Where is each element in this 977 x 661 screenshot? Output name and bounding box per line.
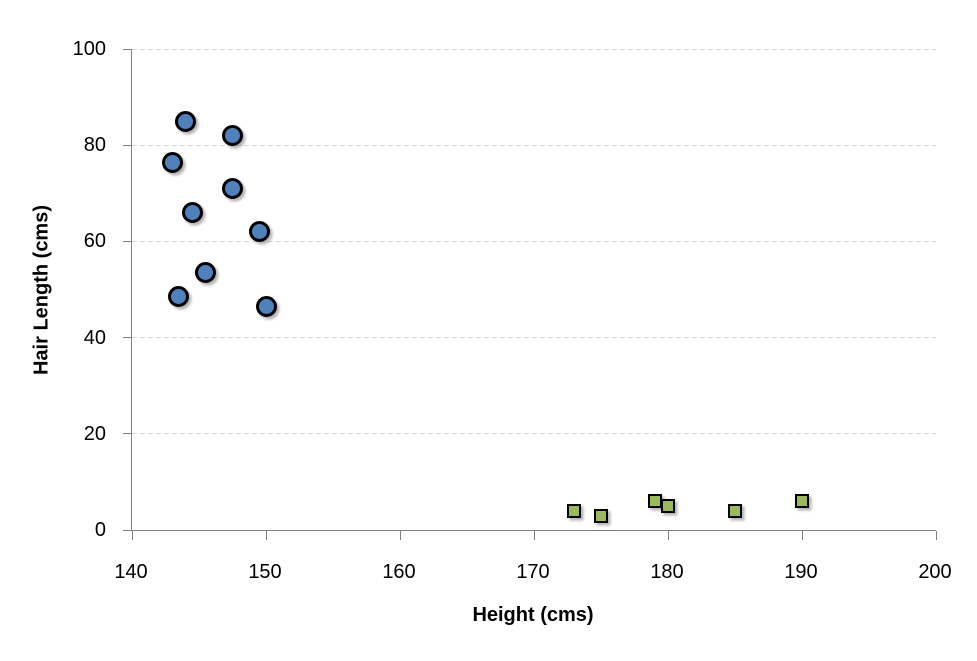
data-point-circle [195, 262, 217, 284]
data-point-square [795, 494, 809, 509]
y-tick-label: 80 [83, 134, 106, 157]
x-tick-mark [265, 531, 267, 540]
x-tick-mark [935, 531, 937, 540]
data-point-circle [255, 295, 277, 317]
y-tick-mark [123, 337, 132, 339]
x-tick-label: 140 [114, 561, 148, 583]
data-point-circle [181, 202, 203, 224]
data-point-square [594, 508, 608, 523]
y-tick-mark [123, 48, 132, 50]
x-tick-label: 180 [650, 561, 684, 583]
data-point-circle [222, 177, 243, 199]
x-tick-mark [533, 531, 535, 540]
y-tick-label: 0 [94, 519, 106, 541]
data-point-circle [175, 110, 197, 132]
data-point-circle [161, 151, 183, 173]
plot-area [123, 48, 937, 540]
y-tick-label: 60 [83, 230, 106, 253]
gridline-y-60 [132, 240, 936, 242]
data-point-circle [222, 125, 243, 147]
x-tick-mark [399, 531, 401, 540]
y-tick-mark [123, 144, 132, 146]
x-tick-mark [801, 531, 803, 540]
y-tick-label: 100 [72, 38, 106, 60]
y-tick-label: 40 [83, 326, 106, 349]
y-tick-mark [123, 529, 132, 531]
data-point-square [728, 503, 742, 518]
x-tick-label: 200 [918, 561, 952, 583]
data-point-square [661, 498, 675, 513]
y-tick-label: 20 [83, 422, 106, 445]
y-tick-mark [123, 240, 132, 242]
gridline-y-80 [132, 144, 936, 146]
x-tick-label: 150 [248, 561, 282, 583]
x-tick-label: 190 [784, 561, 818, 583]
x-tick-mark [667, 531, 669, 540]
y-axis-title: Hair Length (cms) [30, 204, 53, 376]
x-tick-mark [131, 531, 133, 540]
y-tick-mark [123, 433, 132, 435]
gridline-y-20 [132, 433, 936, 435]
data-point-square [647, 494, 662, 509]
gridline-y-100 [132, 48, 936, 50]
data-point-circle [248, 221, 270, 243]
data-point-square [567, 503, 582, 518]
x-tick-label: 160 [382, 561, 416, 583]
x-axis-title: Height (cms) [472, 604, 594, 626]
gridline-y-40 [132, 337, 936, 339]
x-tick-label: 170 [516, 561, 550, 583]
data-point-circle [168, 286, 190, 308]
